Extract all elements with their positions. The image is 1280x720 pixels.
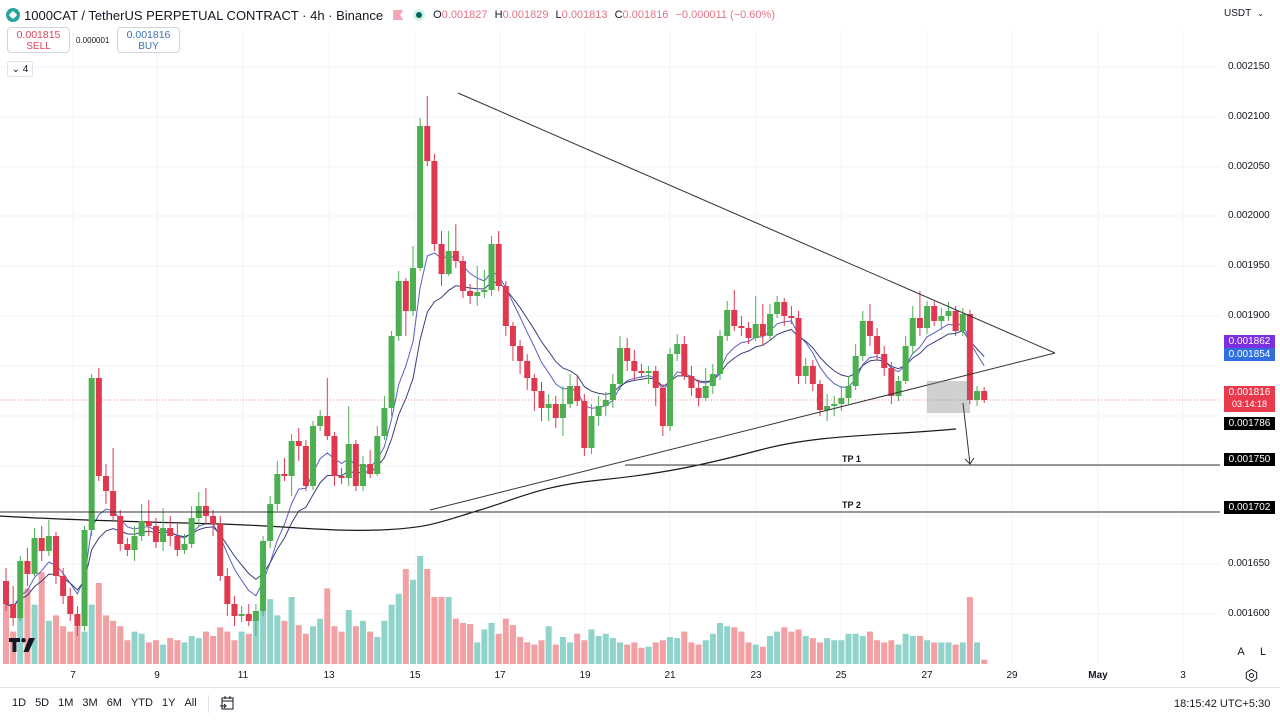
symbol-title[interactable]: 1000CAT / TetherUS PERPETUAL CONTRACT · … bbox=[24, 7, 384, 23]
indicators-toggle[interactable]: ⌄ 4 bbox=[7, 61, 33, 77]
time-label: 7 bbox=[70, 670, 76, 681]
moving-averages bbox=[0, 252, 985, 609]
time-label: 13 bbox=[323, 670, 335, 681]
range-3m[interactable]: 3M bbox=[82, 697, 98, 709]
time-label: 21 bbox=[664, 670, 676, 681]
volume-bars bbox=[3, 556, 988, 664]
price-tick: 0.002050 bbox=[1228, 161, 1270, 172]
time-label: 25 bbox=[835, 670, 847, 681]
ohlc-values: O0.001827 H0.001829 L0.001813 C0.001816 … bbox=[433, 9, 775, 21]
log-scale-button[interactable]: L bbox=[1259, 646, 1267, 658]
go-to-date-icon[interactable] bbox=[220, 695, 234, 711]
range-all[interactable]: All bbox=[184, 697, 197, 709]
time-label: 17 bbox=[494, 670, 506, 681]
time-label: 19 bbox=[579, 670, 591, 681]
price-tick: 0.001900 bbox=[1228, 310, 1270, 321]
toolbar-divider bbox=[0, 687, 1280, 688]
time-label: 3 bbox=[1180, 670, 1186, 681]
range-1m[interactable]: 1M bbox=[58, 697, 74, 709]
tp2-label: TP 2 bbox=[842, 500, 861, 510]
time-label: 23 bbox=[750, 670, 762, 681]
time-label: 29 bbox=[1006, 670, 1018, 681]
range-ytd[interactable]: YTD bbox=[130, 697, 153, 709]
price-tag: 0.001750 bbox=[1224, 453, 1275, 466]
chart-header: 1000CAT / TetherUS PERPETUAL CONTRACT · … bbox=[6, 6, 779, 24]
toolbar-separator bbox=[208, 695, 209, 713]
chevron-down-icon: ⌄ bbox=[1257, 9, 1264, 18]
drawings bbox=[0, 92, 1220, 513]
time-label: 9 bbox=[154, 670, 160, 681]
time-label: 27 bbox=[921, 670, 933, 681]
price-tick: 0.001950 bbox=[1228, 260, 1270, 271]
price-tag: 0.001862 bbox=[1224, 335, 1275, 348]
range-1d[interactable]: 1D bbox=[12, 697, 27, 709]
range-6m[interactable]: 6M bbox=[106, 697, 122, 709]
currency-select[interactable]: USDT ⌄ bbox=[1224, 8, 1264, 19]
price-tick: 0.001600 bbox=[1228, 608, 1270, 619]
price-tag: 0.001702 bbox=[1224, 501, 1275, 514]
price-tick: 0.002000 bbox=[1228, 210, 1270, 221]
chevron-down-icon: ⌄ bbox=[11, 64, 21, 75]
price-tick: 0.001650 bbox=[1228, 558, 1270, 569]
price-tick: 0.002150 bbox=[1228, 61, 1270, 72]
time-label: May bbox=[1088, 670, 1108, 681]
time-label: 15 bbox=[409, 670, 421, 681]
sell-button[interactable]: 0.001815 SELL bbox=[7, 27, 70, 53]
market-status-icon[interactable] bbox=[413, 9, 426, 21]
symbol-logo-icon bbox=[6, 8, 20, 22]
price-change: −0.000011 (−0.60%) bbox=[675, 9, 775, 21]
buy-button[interactable]: 0.001816 BUY bbox=[117, 27, 180, 53]
range-5d[interactable]: 5D bbox=[35, 697, 50, 709]
price-tag: 0.001816 03:14:18 bbox=[1224, 386, 1275, 412]
clock[interactable]: 18:15:42 UTC+5:30 bbox=[1174, 698, 1271, 710]
candlesticks bbox=[3, 96, 988, 636]
tp1-label: TP 1 bbox=[842, 454, 861, 464]
price-tag: 0.001854 bbox=[1224, 348, 1275, 361]
tradingview-logo-icon[interactable] bbox=[9, 638, 37, 652]
range-1y[interactable]: 1Y bbox=[161, 697, 176, 709]
auto-scale-button[interactable]: A bbox=[1237, 646, 1245, 658]
chart-settings-icon[interactable] bbox=[1245, 669, 1258, 682]
spread-value: 0.000001 bbox=[76, 36, 110, 45]
flag-icon[interactable] bbox=[393, 10, 404, 20]
price-tick: 0.002100 bbox=[1228, 111, 1270, 122]
date-range-selector: 1D 5D 1M 3M 6M YTD 1Y All bbox=[12, 697, 197, 709]
price-tag: 0.001786 bbox=[1224, 417, 1275, 430]
time-label: 11 bbox=[237, 670, 249, 681]
chart-grid bbox=[0, 30, 1220, 664]
